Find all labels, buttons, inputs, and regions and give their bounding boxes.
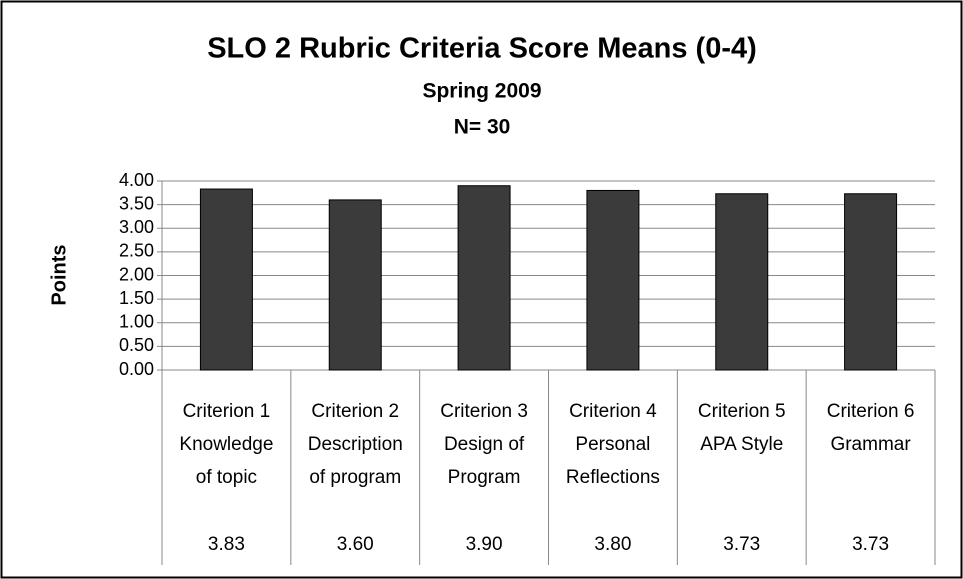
x-tick-label: Criterion 3 [440,401,528,422]
y-tick-label: 2.00 [119,264,154,284]
value-label: 3.83 [208,534,245,555]
x-tick-label: Personal [575,434,650,455]
bar [844,193,898,371]
y-tick-label: 4.00 [119,170,154,190]
y-tick-label: 1.00 [119,312,154,332]
x-tick-label: Grammar [830,434,911,455]
y-tick-label: 1.50 [119,288,154,308]
x-tick-label: Design of [444,434,525,455]
bar [199,188,253,371]
chart-title: SLO 2 Rubric Criteria Score Means (0-4) [207,33,757,65]
x-tick-label: Criterion 6 [827,401,915,422]
bar [586,189,640,371]
bar [328,199,382,371]
chart-note: N= 30 [454,116,511,139]
y-tick-label: 0.50 [119,335,154,355]
value-label: 3.73 [852,534,889,555]
x-tick-label: Knowledge [179,434,273,455]
y-tick-label: 0.00 [119,359,154,379]
x-tick-label: of program [309,467,401,488]
value-label: 3.60 [337,534,374,555]
x-tick-label: Criterion 5 [698,401,786,422]
x-tick-label: Program [448,467,521,488]
y-axis-label: Points [48,244,70,305]
chart-subtitle: Spring 2009 [422,80,541,103]
value-label: 3.90 [466,534,503,555]
x-tick-label: Criterion 1 [183,401,271,422]
bar [457,185,511,371]
value-label: 3.80 [594,534,631,555]
bar [715,193,769,371]
y-tick-label: 2.50 [119,241,154,261]
y-tick-label: 3.00 [119,217,154,237]
x-tick-label: Criterion 2 [311,401,399,422]
value-label: 3.73 [723,534,760,555]
x-tick-label: Reflections [566,467,660,488]
x-tick-label: Criterion 4 [569,401,657,422]
x-tick-label: Description [308,434,403,455]
x-tick-label: of topic [196,467,257,488]
y-tick-label: 3.50 [119,193,154,213]
x-tick-label: APA Style [700,434,783,455]
